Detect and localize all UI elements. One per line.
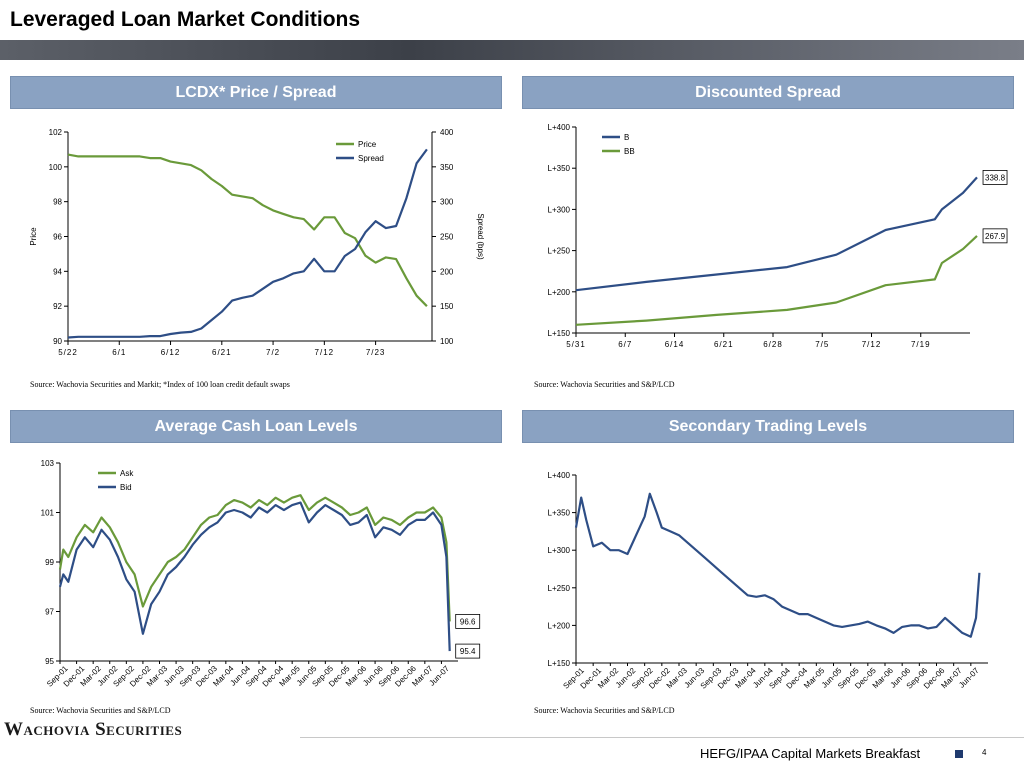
x-tick-label: 6/14 — [665, 340, 685, 349]
y-tick-label: 102 — [49, 128, 63, 137]
legend-label: Spread — [358, 154, 384, 163]
source-note-secondary: Source: Wachovia Securities and S&P/LCD — [534, 706, 675, 715]
y2-tick-label: 100 — [440, 337, 454, 346]
x-tick-label: 7/12 — [315, 348, 335, 357]
end-value-box — [455, 613, 481, 629]
source-note-discounted: Source: Wachovia Securities and S&P/LCD — [534, 380, 675, 389]
y2-tick-label: 400 — [440, 128, 454, 137]
x-tick-label: 7/19 — [911, 340, 931, 349]
y-tick-label: 101 — [41, 509, 55, 518]
y-tick-label: 100 — [49, 163, 63, 172]
legend-label: Ask — [120, 469, 134, 478]
y2-tick-label: 250 — [440, 233, 454, 242]
series-line-bb — [575, 235, 978, 326]
end-value-box — [982, 170, 1008, 185]
series-line-spread — [67, 148, 428, 339]
y-tick-label: L+200 — [548, 288, 571, 297]
end-value-label: 96.6 — [460, 617, 476, 626]
y-tick-label: L+250 — [548, 247, 571, 256]
source-note-cash-loan: Source: Wachovia Securities and S&P/LCD — [30, 706, 171, 715]
title-bar — [0, 40, 1024, 60]
legend-label: BB — [624, 147, 635, 156]
lcdx-price-spread-chart: 90 92 94 96 98 100 102 100 150 200 250 300 350 400 Pri… — [29, 128, 485, 357]
cash-loan-levels-chart: 959799101103Sep-01Dec-01Mar-02Jun-02Sep-… — [41, 459, 481, 689]
y-tick-label: 95 — [45, 657, 54, 666]
footer-divider — [300, 737, 1024, 738]
y-tick-label: 99 — [45, 558, 54, 567]
wachovia-logo: Wachovia Securities — [4, 719, 183, 740]
end-value-label: 338.8 — [985, 173, 1006, 182]
y-tick-label: 97 — [45, 608, 54, 617]
discounted-spread-chart: L+150 L+200 L+250 L+300 L+350 L+400 5/31 6/7 6/1… — [548, 123, 1008, 349]
x-tick-label: Jun-07 — [957, 666, 981, 690]
y2-axis-title: Spread (bps) — [476, 213, 485, 260]
x-tick-label: 6/28 — [763, 340, 783, 349]
x-tick-label: 7/12 — [862, 340, 882, 349]
y-tick-label: L+300 — [548, 546, 571, 555]
series-line-b — [575, 176, 978, 292]
panel-heading-cash-loan: Average Cash Loan Levels — [10, 410, 502, 443]
x-tick-label: 5/31 — [566, 340, 586, 349]
y-tick-label: L+350 — [548, 509, 571, 518]
x-tick-label: 6/12 — [161, 348, 181, 357]
series-line-ask — [58, 494, 451, 622]
footer-square-icon — [955, 750, 963, 758]
y2-tick-label: 150 — [440, 302, 454, 311]
end-value-box — [982, 228, 1008, 244]
panel-heading-lcdx: LCDX* Price / Spread — [10, 76, 502, 109]
y-tick-label: L+300 — [548, 205, 571, 214]
y-tick-label: 96 — [53, 233, 62, 242]
y-tick-label: L+250 — [548, 584, 571, 593]
footer-event-name: HEFG/IPAA Capital Markets Breakfast — [700, 746, 921, 761]
y-tick-label: L+350 — [548, 164, 571, 173]
series-line-bid — [58, 501, 451, 652]
y-tick-label: L+400 — [548, 123, 571, 132]
y-tick-label: 92 — [53, 302, 62, 311]
x-tick-label: 6/21 — [714, 340, 734, 349]
y2-tick-label: 200 — [440, 267, 454, 276]
x-tick-label: 5/22 — [58, 348, 78, 357]
legend-label: Bid — [120, 483, 132, 492]
source-note-lcdx: Source: Wachovia Securities and Markit; … — [30, 380, 290, 389]
x-tick-label: 7/23 — [366, 348, 386, 357]
panel-heading-discounted-spread: Discounted Spread — [522, 76, 1014, 109]
x-tick-label: 6/1 — [112, 348, 126, 357]
legend-label: Price — [358, 140, 377, 149]
series-line-secondary-spread — [574, 492, 981, 638]
panel-heading-secondary-trading: Secondary Trading Levels — [522, 410, 1014, 443]
x-tick-label: 7/2 — [266, 348, 280, 357]
page-title: Leveraged Loan Market Conditions — [10, 8, 361, 31]
y-tick-label: L+150 — [548, 659, 571, 668]
end-value-label: 95.4 — [460, 647, 476, 656]
y2-tick-label: 300 — [440, 198, 454, 207]
y2-tick-label: 350 — [440, 163, 454, 172]
secondary-trading-chart: L+150L+200L+250L+300L+350L+400Sep-01Dec-… — [548, 471, 988, 691]
page-number: 4 — [982, 748, 987, 757]
y-tick-label: 98 — [53, 198, 62, 207]
y-tick-label: L+400 — [548, 471, 571, 480]
series-line-price — [67, 153, 428, 307]
end-value-box — [455, 643, 481, 659]
x-tick-label: 6/21 — [212, 348, 232, 357]
x-tick-label: 6/7 — [618, 340, 632, 349]
x-tick-label: 7/5 — [815, 340, 829, 349]
y-axis-title: Price — [29, 227, 38, 246]
y-tick-label: L+200 — [548, 621, 571, 630]
y-tick-label: 103 — [41, 459, 55, 468]
y-tick-label: 94 — [53, 267, 62, 276]
y-tick-label: 90 — [53, 337, 62, 346]
legend-label: B — [624, 133, 629, 142]
end-value-label: 267.9 — [985, 232, 1006, 241]
y-tick-label: L+150 — [548, 329, 571, 338]
